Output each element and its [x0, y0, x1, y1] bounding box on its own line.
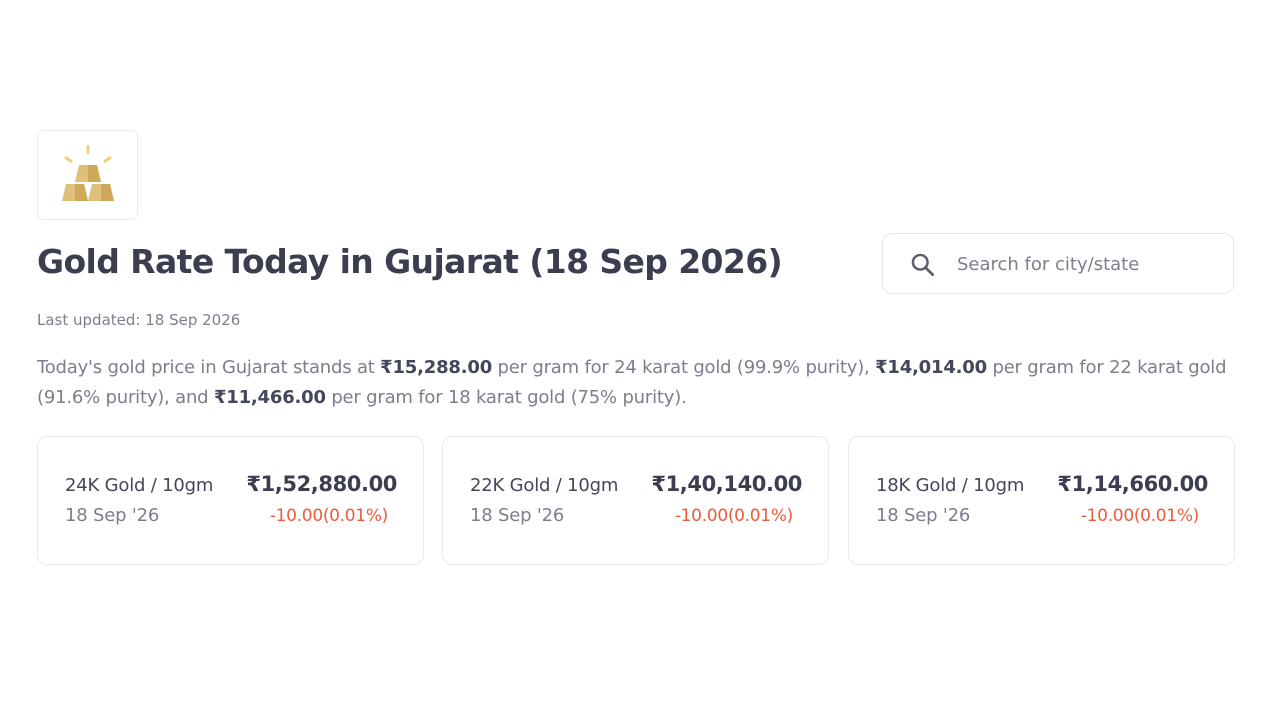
page-title: Gold Rate Today in Gujarat (18 Sep 2026) — [37, 242, 783, 281]
gold-price-summary: Today's gold price in Gujarat stands at … — [37, 353, 1237, 413]
card-price-change: -10.00(0.01%) — [269, 506, 388, 526]
summary-text: per gram for 18 karat gold (75% purity). — [325, 387, 687, 408]
search-box[interactable] — [882, 233, 1234, 294]
card-label: 24K Gold / 10gm — [65, 475, 214, 496]
summary-text: Today's gold price in Gujarat stands at — [37, 357, 381, 378]
rate-card-24k[interactable]: 24K Gold / 10gm 18 Sep '26 ₹1,52,880.00 … — [37, 436, 424, 565]
price-22k-per-gram: ₹14,014.00 — [875, 357, 987, 378]
card-date: 18 Sep '26 — [876, 505, 971, 526]
rate-card-18k[interactable]: 18K Gold / 10gm 18 Sep '26 ₹1,14,660.00 … — [848, 436, 1235, 565]
price-18k-per-gram: ₹11,466.00 — [213, 387, 326, 408]
card-date: 18 Sep '26 — [65, 505, 160, 526]
search-icon[interactable] — [909, 251, 936, 278]
card-price: ₹1,52,880.00 — [246, 472, 397, 496]
summary-text: per gram for 24 karat gold (99.9% purity… — [492, 357, 876, 378]
gold-bars-icon — [61, 145, 114, 201]
search-input[interactable] — [957, 249, 1217, 279]
card-price-change: -10.00(0.01%) — [674, 506, 793, 526]
card-price: ₹1,14,660.00 — [1057, 472, 1208, 496]
card-date: 18 Sep '26 — [470, 505, 565, 526]
price-24k-per-gram: ₹15,288.00 — [380, 357, 493, 378]
card-price-change: -10.00(0.01%) — [1080, 506, 1199, 526]
card-label: 22K Gold / 10gm — [470, 475, 619, 496]
card-label: 18K Gold / 10gm — [876, 475, 1025, 496]
summary-text: per gram for 22 karat gold (91.6% purity… — [37, 357, 1227, 408]
card-price: ₹1,40,140.00 — [651, 472, 802, 496]
last-updated-text: Last updated: 18 Sep 2026 — [37, 311, 241, 329]
rate-card-22k[interactable]: 22K Gold / 10gm 18 Sep '26 ₹1,40,140.00 … — [442, 436, 829, 565]
gold-logo — [37, 130, 138, 220]
